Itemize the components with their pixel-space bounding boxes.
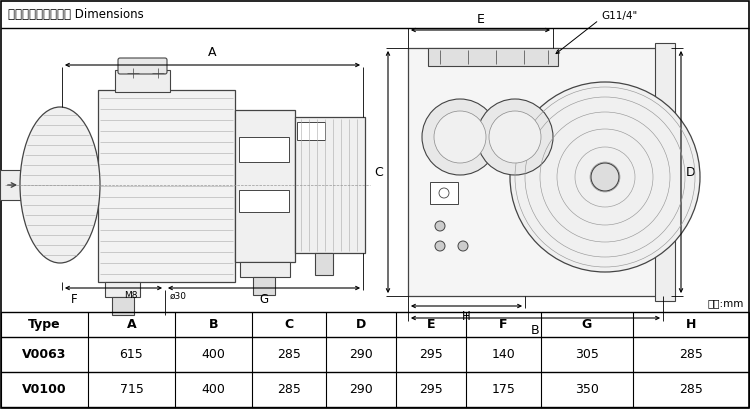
Ellipse shape: [20, 107, 100, 263]
Bar: [115, 70, 170, 92]
Circle shape: [477, 99, 553, 175]
Text: 305: 305: [575, 348, 599, 361]
Bar: [408, 48, 663, 296]
Circle shape: [489, 111, 541, 163]
Circle shape: [435, 221, 445, 231]
Bar: [98, 90, 235, 282]
Text: 295: 295: [419, 348, 442, 361]
Bar: [0, 170, 22, 200]
Text: E: E: [476, 13, 484, 26]
Text: H: H: [686, 318, 696, 331]
Text: F: F: [500, 318, 508, 331]
Text: 285: 285: [679, 348, 703, 361]
Text: 285: 285: [277, 383, 301, 396]
Text: 外型尺寸及安装尺寸 Dimensions: 外型尺寸及安装尺寸 Dimensions: [8, 7, 144, 20]
Text: ø30: ø30: [170, 292, 187, 301]
Text: E: E: [427, 318, 435, 331]
Circle shape: [435, 241, 445, 251]
Text: Type: Type: [28, 318, 61, 331]
Text: 295: 295: [419, 383, 442, 396]
Text: C: C: [284, 318, 293, 331]
Text: 单位:mm: 单位:mm: [708, 298, 744, 308]
Text: G: G: [582, 318, 592, 331]
Bar: [315, 253, 333, 275]
Text: A: A: [127, 318, 136, 331]
Text: C: C: [374, 166, 383, 178]
Circle shape: [458, 241, 468, 251]
Text: 615: 615: [120, 348, 143, 361]
Text: D: D: [356, 318, 366, 331]
Text: M8: M8: [124, 292, 138, 301]
Text: 290: 290: [349, 383, 373, 396]
Bar: [253, 277, 275, 295]
Bar: [430, 182, 458, 204]
Bar: [105, 282, 140, 297]
Text: G11/4": G11/4": [601, 11, 638, 21]
FancyBboxPatch shape: [118, 58, 167, 74]
Text: F: F: [70, 293, 77, 306]
Bar: [428, 48, 558, 66]
Bar: [655, 43, 675, 301]
Bar: [239, 137, 289, 162]
Text: 400: 400: [202, 383, 226, 396]
Text: 175: 175: [491, 383, 515, 396]
Bar: [235, 110, 295, 262]
Text: D: D: [686, 166, 696, 178]
Text: H: H: [462, 310, 471, 323]
Bar: [240, 262, 290, 277]
Text: B: B: [209, 318, 218, 331]
Text: B: B: [531, 324, 540, 337]
Text: 715: 715: [119, 383, 143, 396]
Text: 400: 400: [202, 348, 226, 361]
Text: V0063: V0063: [22, 348, 67, 361]
Bar: [295, 117, 365, 253]
Text: 285: 285: [277, 348, 301, 361]
Text: G: G: [260, 293, 268, 306]
Bar: [112, 297, 134, 315]
Text: 290: 290: [349, 348, 373, 361]
Bar: [297, 122, 325, 140]
Text: V0100: V0100: [22, 383, 67, 396]
Text: 285: 285: [679, 383, 703, 396]
Text: 140: 140: [492, 348, 515, 361]
Text: 350: 350: [575, 383, 599, 396]
Circle shape: [439, 188, 449, 198]
Circle shape: [510, 82, 700, 272]
Text: A: A: [209, 46, 217, 59]
Circle shape: [422, 99, 498, 175]
Circle shape: [434, 111, 486, 163]
Bar: [239, 190, 289, 212]
Circle shape: [591, 163, 619, 191]
